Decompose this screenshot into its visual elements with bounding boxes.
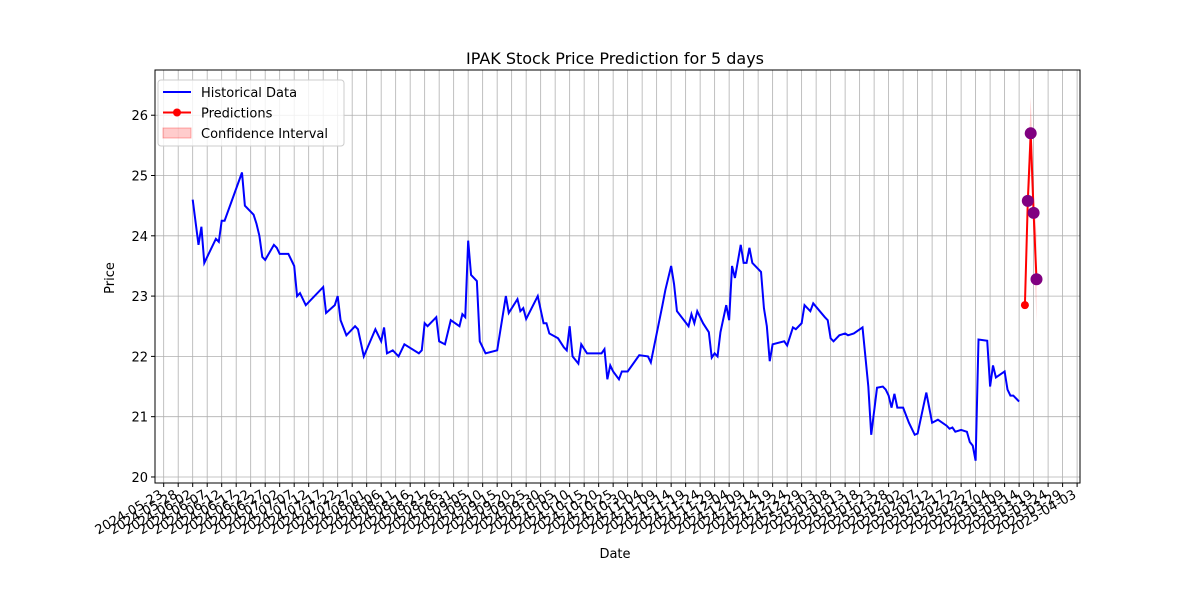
y-tick-label: 21 xyxy=(131,411,148,426)
series-line xyxy=(191,172,1020,461)
y-tick-label: 24 xyxy=(131,230,148,245)
legend-label: Confidence Interval xyxy=(201,127,328,142)
point xyxy=(1020,301,1029,310)
y-tick-label: 25 xyxy=(131,170,148,185)
legend-box xyxy=(157,79,345,147)
y-tick-label: 26 xyxy=(131,109,148,124)
point xyxy=(1030,273,1043,286)
point xyxy=(1024,127,1037,140)
chart-title: IPAK Stock Price Prediction for 5 days xyxy=(466,49,764,68)
y-tick-label: 20 xyxy=(131,471,148,486)
y-tick-label: 22 xyxy=(131,350,148,365)
x-axis-label: Date xyxy=(599,547,630,562)
legend-label: Historical Data xyxy=(201,86,297,101)
point xyxy=(1021,194,1034,207)
legend-marker xyxy=(173,108,181,117)
y-tick-label: 23 xyxy=(131,290,148,305)
legend-label: Predictions xyxy=(201,107,273,122)
legend-swatch xyxy=(162,127,192,139)
plot-frame xyxy=(154,69,1081,484)
point xyxy=(1027,206,1040,219)
y-axis-label: Price xyxy=(103,262,118,294)
